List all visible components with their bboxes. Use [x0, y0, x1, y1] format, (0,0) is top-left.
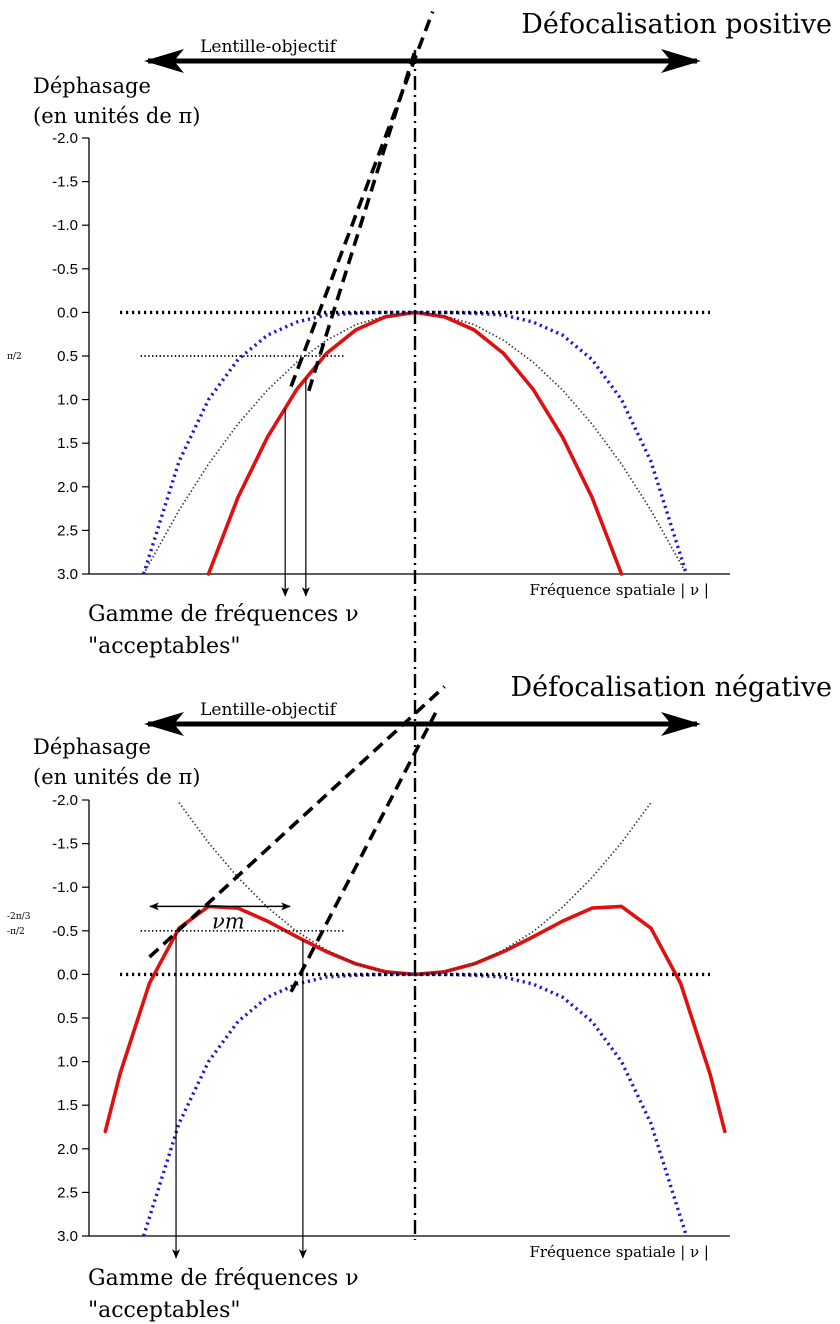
x-axis-label: Fréquence spatiale | ν | [529, 1243, 709, 1261]
y-tick-label: 2.5 [57, 1184, 78, 1201]
y-tick-label: 3.0 [57, 566, 78, 583]
lens-label: Lentille-objectif [200, 700, 337, 720]
y-tick-label: -0.5 [52, 923, 78, 940]
negative-defocus-panel: Défocalisation négative Lentille-objecti… [7, 672, 832, 1323]
y-tick-label: -1.0 [52, 217, 78, 234]
x-axis-label: Fréquence spatiale | ν | [529, 581, 709, 599]
y-tick-label: 1.5 [57, 435, 78, 452]
tangent-line-1 [148, 685, 446, 959]
tangent-line-1 [289, 10, 435, 388]
y-tick-label: -2.0 [52, 130, 78, 147]
y-tick-label: -1.5 [52, 836, 78, 853]
side-tick-label: π/2 [7, 352, 22, 362]
positive-defocus-panel: Défocalisation positive Lentille-objecti… [7, 9, 832, 659]
tangent-line-2 [289, 711, 438, 993]
y-tick-label: -1.0 [52, 879, 78, 896]
phase-curve-approx [178, 802, 652, 976]
range-label-line1: Gamme de fréquences ν [88, 1266, 359, 1291]
y-tick-label: 0.5 [57, 1010, 78, 1027]
y-axis-label-line2: (en unités de π) [33, 104, 200, 128]
side-tick-label: -π/2 [7, 927, 25, 937]
y-axis-ticks: -2.0 -1.5 -1.0 -0.5 0.0 0.5 1.0 1.5 2.0 2.5 3.0 [52, 130, 89, 583]
y-tick-label: -2.0 [52, 792, 78, 809]
panel-title: Défocalisation négative [511, 672, 833, 703]
y-axis-ticks: -2.0 -1.5 -1.0 -0.5 0.0 0.5 1.0 1.5 2.0 2.5 3.0 [52, 792, 89, 1245]
y-tick-label: 0.5 [57, 348, 78, 365]
nu-m-label: νm [212, 909, 245, 933]
range-label-line2: "acceptables" [88, 1298, 241, 1323]
y-axis-label-line1: Déphasage [33, 735, 151, 759]
y-tick-label: 3.0 [57, 1228, 78, 1245]
y-axis-label-line2: (en unités de π) [33, 765, 200, 789]
side-tick-labels: π/2 [7, 352, 22, 362]
y-tick-label: 1.0 [57, 1054, 78, 1071]
chart-series [103, 685, 727, 1237]
y-tick-label: 1.5 [57, 1097, 78, 1114]
y-tick-label: 2.0 [57, 479, 78, 496]
panel-title: Défocalisation positive [521, 9, 832, 40]
tangent-line-2 [307, 50, 417, 392]
y-tick-label: -1.5 [52, 174, 78, 191]
y-tick-label: 0.0 [57, 304, 78, 321]
lens-label: Lentille-objectif [200, 37, 337, 57]
y-tick-label: 1.0 [57, 392, 78, 409]
side-tick-label: -2π/3 [7, 912, 31, 922]
range-label-line2: "acceptables" [88, 634, 241, 659]
y-axis-label-line1: Déphasage [33, 74, 151, 98]
y-tick-label: -0.5 [52, 261, 78, 278]
side-tick-labels: -2π/3 -π/2 [7, 912, 31, 937]
range-label-line1: Gamme de fréquences ν [88, 602, 359, 627]
y-tick-label: 2.5 [57, 522, 78, 539]
y-tick-label: 0.0 [57, 966, 78, 983]
y-tick-label: 2.0 [57, 1141, 78, 1158]
